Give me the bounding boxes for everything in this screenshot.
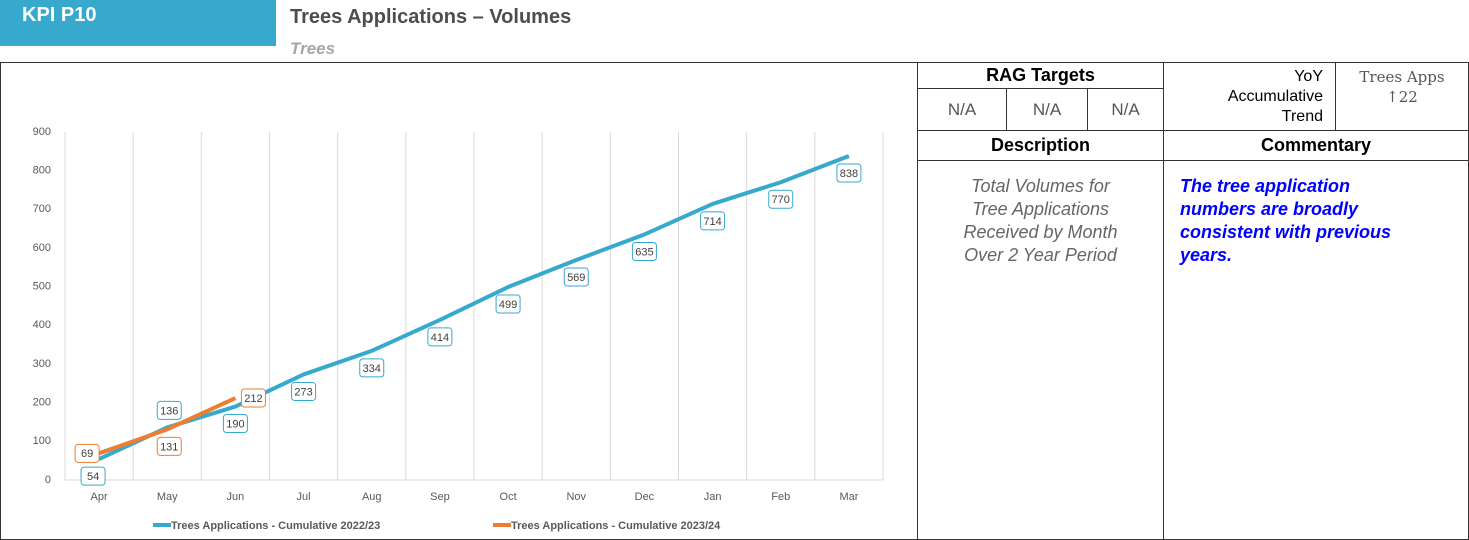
text-line: The tree application — [1180, 176, 1351, 196]
x-tick-label: Jan — [704, 491, 722, 503]
page-title: Trees Applications – Volumes — [290, 6, 572, 28]
y-tick-label: 200 — [33, 397, 51, 409]
x-tick-label: Mar — [839, 491, 858, 503]
y-tick-label: 300 — [33, 358, 51, 370]
trend-line: Accumulative — [1227, 87, 1323, 105]
data-label-box — [700, 211, 726, 231]
data-label-box — [768, 189, 794, 209]
y-tick-label: 900 — [33, 126, 51, 138]
x-tick-label: Aug — [362, 491, 382, 503]
text-line: Over 2 Year Period — [964, 245, 1117, 265]
series-line — [98, 154, 850, 461]
data-label-box — [359, 358, 385, 378]
chart-panel: 0 100 200 300 400 500 600 700 800 900 Apr May Jun Jul… — [0, 62, 918, 540]
y-tick-label: 800 — [33, 165, 51, 177]
x-tick-label: Jul — [297, 491, 311, 503]
text-line: consistent with previous — [1180, 222, 1392, 242]
trend-value-cell: Trees Apps ↑22 — [1335, 62, 1469, 131]
series-line — [98, 396, 237, 456]
data-label: 273 — [294, 386, 312, 398]
legend-label: Trees Applications - Cumulative 2023/24 — [511, 520, 721, 532]
rag-cell: N/A — [1006, 88, 1088, 131]
description-header: Description — [917, 130, 1164, 161]
data-label: 635 — [635, 246, 653, 258]
text-line: Received by Month — [963, 222, 1118, 242]
x-tick-label: Jun — [227, 491, 245, 503]
y-tick-label: 0 — [45, 474, 51, 486]
x-tick-label: Feb — [771, 491, 790, 503]
trend-name: Trees Apps — [1359, 68, 1445, 86]
data-label-box — [291, 381, 317, 401]
rag-cell: N/A — [917, 88, 1007, 131]
data-label-box — [156, 400, 182, 420]
data-label-box — [240, 388, 266, 408]
data-label: 131 — [160, 441, 178, 453]
kpi-badge: KPI P10 — [0, 0, 276, 46]
data-label: 499 — [499, 299, 517, 311]
data-label: 334 — [363, 363, 381, 375]
data-label: 414 — [431, 332, 449, 344]
data-label: 212 — [244, 393, 262, 405]
x-tick-label: Nov — [566, 491, 586, 503]
y-tick-label: 600 — [33, 242, 51, 254]
data-label: 770 — [772, 194, 790, 206]
rag-header: RAG Targets — [917, 62, 1164, 89]
trend-line: Trend — [1281, 107, 1323, 125]
trend-value: ↑22 — [1386, 88, 1418, 106]
data-label-box — [427, 327, 453, 347]
text-line: numbers are broadly — [1180, 199, 1359, 219]
data-label: 54 — [87, 471, 99, 483]
text-line: years. — [1180, 245, 1233, 265]
x-tick-label: Sep — [430, 491, 450, 503]
y-tick-label: 400 — [33, 319, 51, 331]
trend-label: YoY Accumulative Trend — [1163, 62, 1336, 131]
data-label-box — [563, 267, 589, 287]
x-tick-label: May — [157, 491, 178, 503]
data-label-box — [80, 466, 106, 486]
legend-label: Trees Applications - Cumulative 2022/23 — [171, 520, 380, 532]
data-label: 136 — [160, 405, 178, 417]
text-line: Tree Applications — [971, 199, 1110, 219]
x-tick-label: Dec — [635, 491, 655, 503]
x-tick-label: Apr — [91, 491, 108, 503]
y-tick-label: 100 — [33, 435, 51, 447]
y-tick-label: 500 — [33, 281, 51, 293]
y-tick-label: 700 — [33, 203, 51, 215]
data-label: 190 — [226, 418, 244, 430]
data-label-box — [495, 294, 521, 314]
data-label-box — [631, 241, 657, 261]
data-label-box — [222, 414, 248, 434]
data-label: 714 — [703, 216, 721, 228]
data-label-box — [74, 443, 100, 463]
text-line: Total Volumes for — [971, 176, 1110, 196]
page-subtitle: Trees — [290, 39, 336, 58]
data-label: 569 — [567, 272, 585, 284]
data-label: 838 — [840, 168, 858, 180]
commentary-text: The tree application numbers are broadly… — [1180, 175, 1391, 267]
commentary-cell: The tree application numbers are broadly… — [1163, 160, 1469, 540]
x-tick-label: Oct — [500, 491, 517, 503]
description-text: Total Volumes for Tree Applications Rece… — [918, 175, 1163, 267]
trend-line: YoY — [1294, 67, 1323, 85]
commentary-header: Commentary — [1163, 130, 1469, 161]
data-label: 69 — [81, 448, 93, 460]
data-label-box — [836, 163, 862, 183]
data-label-box — [156, 436, 182, 456]
chart: 0 100 200 300 400 500 600 700 800 900 Apr May Jun Jul… — [33, 126, 884, 532]
description-cell: Total Volumes for Tree Applications Rece… — [917, 160, 1164, 540]
rag-cell: N/A — [1087, 88, 1164, 131]
